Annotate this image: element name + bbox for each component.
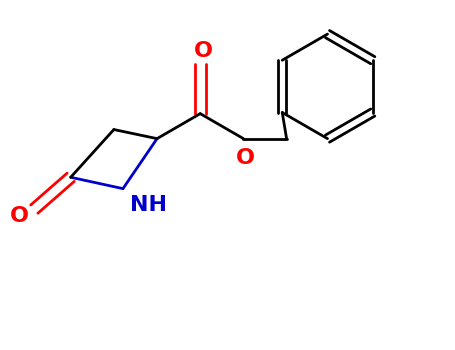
Text: O: O bbox=[236, 148, 255, 168]
Text: NH: NH bbox=[130, 195, 167, 215]
Text: O: O bbox=[194, 41, 213, 61]
Text: O: O bbox=[10, 206, 29, 226]
